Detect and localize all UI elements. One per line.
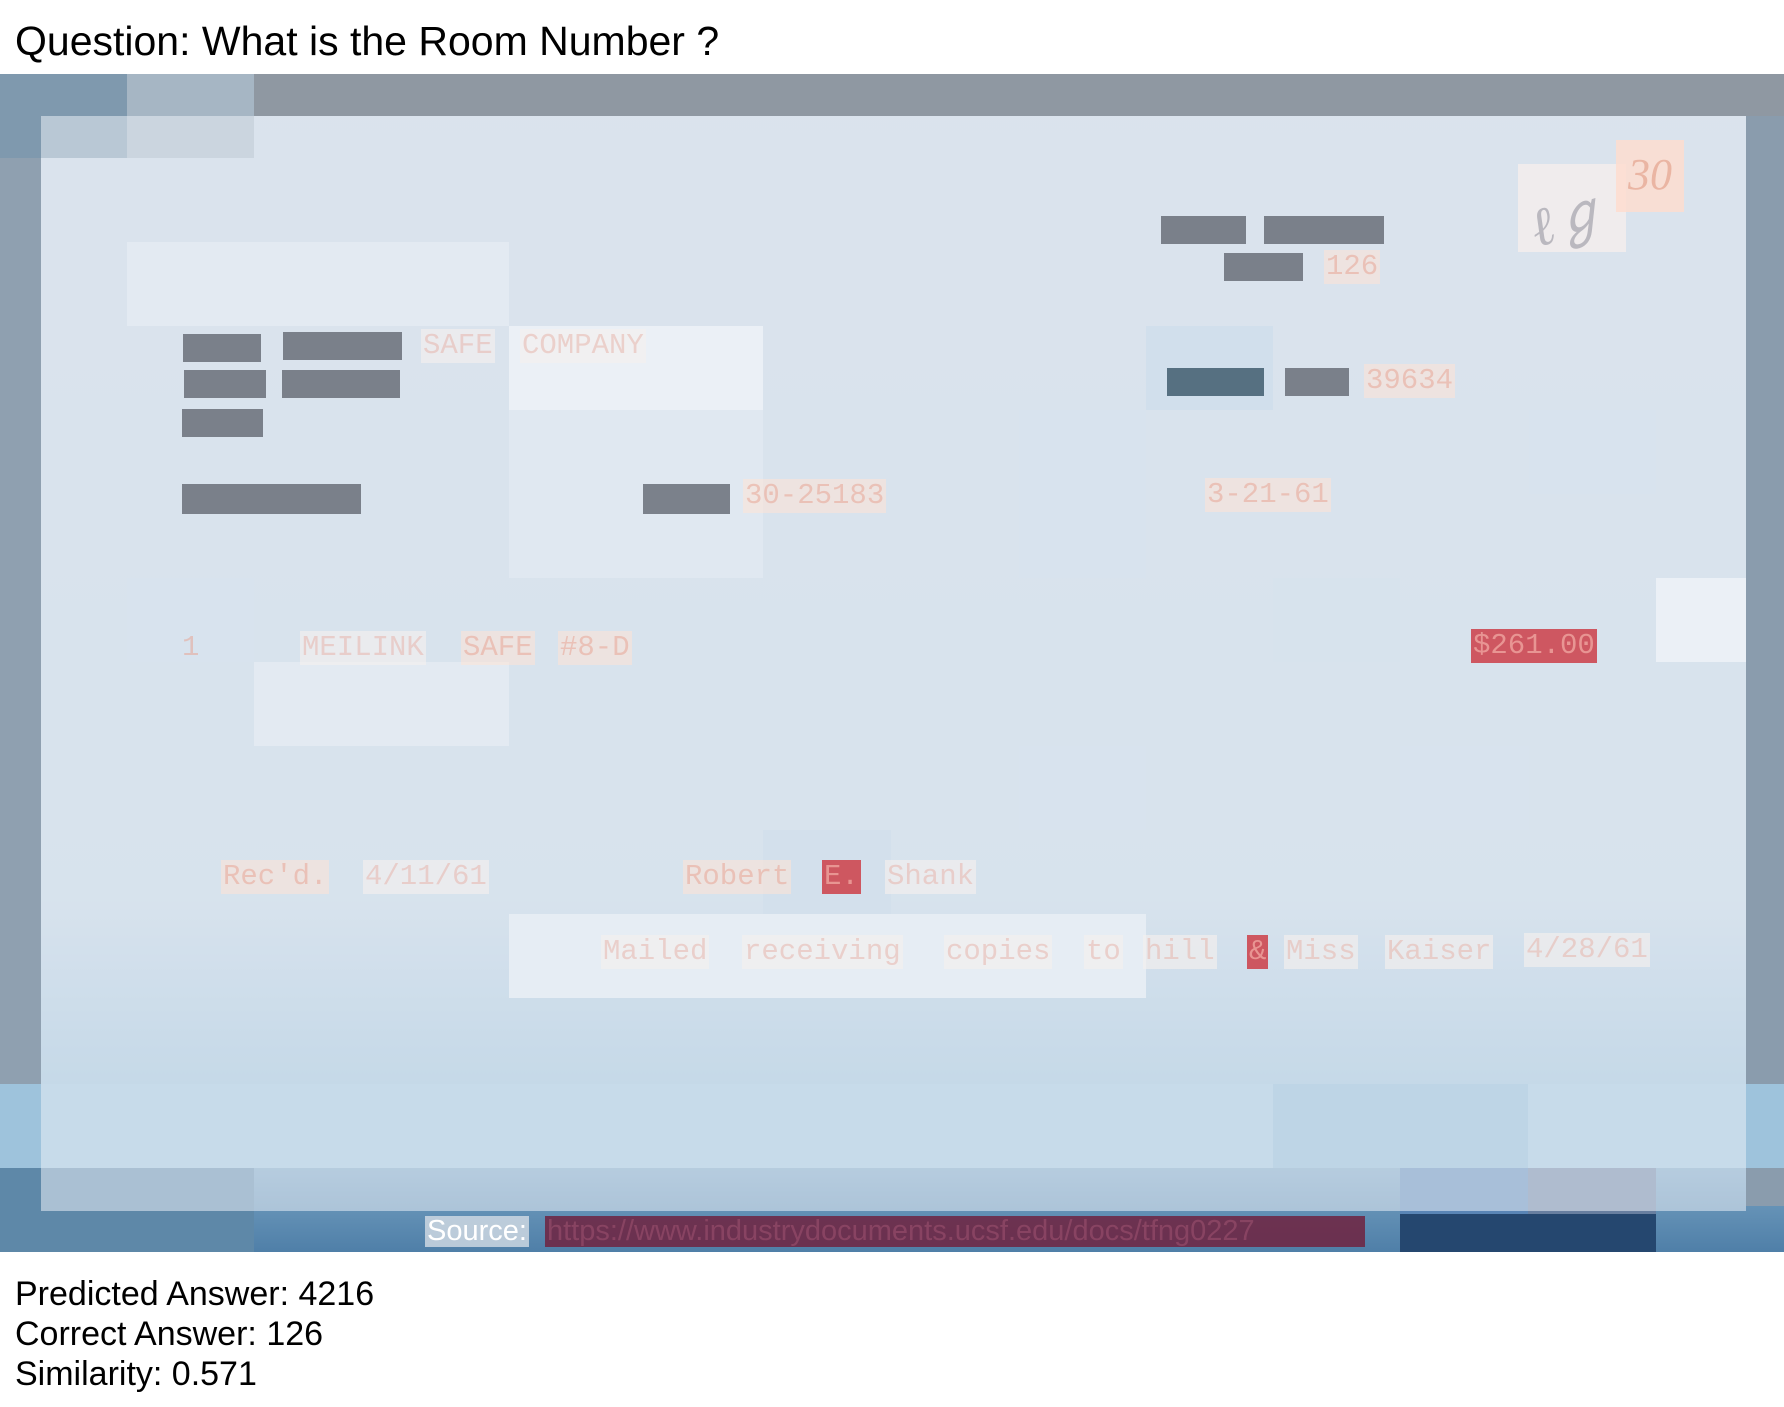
redacted-label xyxy=(1167,368,1264,396)
redacted-label xyxy=(184,370,266,398)
similarity-score: Similarity: 0.571 xyxy=(15,1354,257,1394)
item-description-word: #8-D xyxy=(558,631,632,665)
redacted-label xyxy=(1264,216,1384,244)
predicted-answer: Predicted Answer: 4216 xyxy=(15,1274,374,1314)
mailed-note-word: receiving xyxy=(742,935,903,969)
item-description-word: SAFE xyxy=(461,631,535,665)
similarity-value: 0.571 xyxy=(171,1355,257,1393)
item-quantity: 1 xyxy=(182,631,200,664)
signature-area xyxy=(1518,164,1626,252)
received-label: Rec'd. xyxy=(221,860,330,894)
question-heading: Question: What is the Room Number ? xyxy=(15,18,719,65)
document-image: ℓℊ 30 126 SAFE COMPANY 39634 30-25183 3-… xyxy=(0,74,1784,1252)
item-amount: $261.00 xyxy=(1471,629,1597,663)
mailed-note-word: & xyxy=(1247,935,1269,969)
paper-sheet xyxy=(41,116,1746,1211)
mailed-note-word: Miss xyxy=(1284,935,1358,969)
order-number-value: 39634 xyxy=(1364,364,1456,398)
mailed-note-word: to xyxy=(1084,935,1123,969)
mailed-note-word: Kaiser xyxy=(1385,935,1494,969)
redacted-label xyxy=(643,484,730,514)
receiver-name-word: Robert xyxy=(683,860,792,894)
redacted-label xyxy=(183,334,261,362)
mailed-note-word: copies xyxy=(944,935,1053,969)
mailed-note-word: Mailed xyxy=(601,935,710,969)
redacted-label xyxy=(282,370,400,398)
redacted-label xyxy=(182,409,263,437)
source-label: Source: xyxy=(425,1215,529,1247)
mailed-note-word: 4/28/61 xyxy=(1524,933,1650,967)
corner-mark: 30 xyxy=(1616,140,1684,212)
question-text: What is the Room Number ? xyxy=(201,18,720,64)
correct-answer: Correct Answer: 126 xyxy=(15,1314,323,1354)
predicted-answer-value: 4216 xyxy=(298,1275,375,1313)
company-word: SAFE xyxy=(421,329,495,363)
correct-answer-value: 126 xyxy=(266,1315,324,1353)
order-date-value: 3-21-61 xyxy=(1205,478,1331,512)
room-number-value: 126 xyxy=(1324,250,1381,284)
receiver-name-word: Shank xyxy=(885,860,977,894)
correct-answer-label: Correct Answer: xyxy=(15,1315,257,1353)
question-label: Question: xyxy=(15,18,191,64)
receiver-name-word: E. xyxy=(822,860,861,894)
account-number-value: 30-25183 xyxy=(743,479,887,513)
predicted-answer-label: Predicted Answer: xyxy=(15,1275,290,1313)
source-link[interactable]: https://www.industrydocuments.ucsf.edu/d… xyxy=(545,1216,1365,1247)
redacted-label xyxy=(283,332,402,360)
similarity-label: Similarity: xyxy=(15,1355,163,1393)
company-word: COMPANY xyxy=(520,329,646,363)
item-description-word: MEILINK xyxy=(300,631,426,665)
redacted-label xyxy=(1161,216,1246,244)
redacted-label xyxy=(182,484,361,514)
redacted-label xyxy=(1285,368,1349,396)
received-date: 4/11/61 xyxy=(363,860,489,894)
redacted-label xyxy=(1224,253,1303,281)
mailed-note-word: hill xyxy=(1143,935,1217,969)
